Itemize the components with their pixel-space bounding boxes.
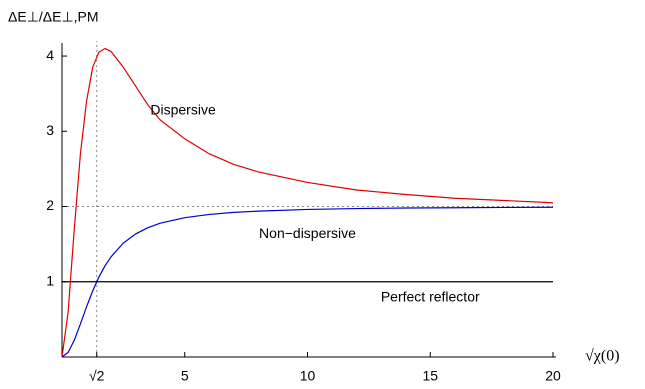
curve-label: Dispersive: [150, 102, 216, 118]
x-tick-label: 10: [300, 368, 316, 384]
y-tick-label: 2: [46, 197, 54, 213]
y-tick-label: 4: [46, 47, 54, 63]
curve-label: Perfect reflector: [381, 288, 480, 304]
line-series: [61, 206, 554, 358]
x-tick-label: 5: [181, 368, 189, 384]
x-tick-label: 20: [545, 368, 561, 384]
y-tick-label: 3: [46, 122, 54, 138]
line-series: [61, 47, 554, 358]
y-tick-label: 1: [46, 272, 54, 288]
curve-label: Non−dispersive: [259, 225, 356, 241]
x-axis-label: √χ(0): [585, 348, 620, 365]
x-tick-label: √2: [89, 368, 105, 384]
x-tick-label: 15: [422, 368, 438, 384]
y-axis-label: ΔE⊥/ΔE⊥,PM: [8, 9, 99, 25]
